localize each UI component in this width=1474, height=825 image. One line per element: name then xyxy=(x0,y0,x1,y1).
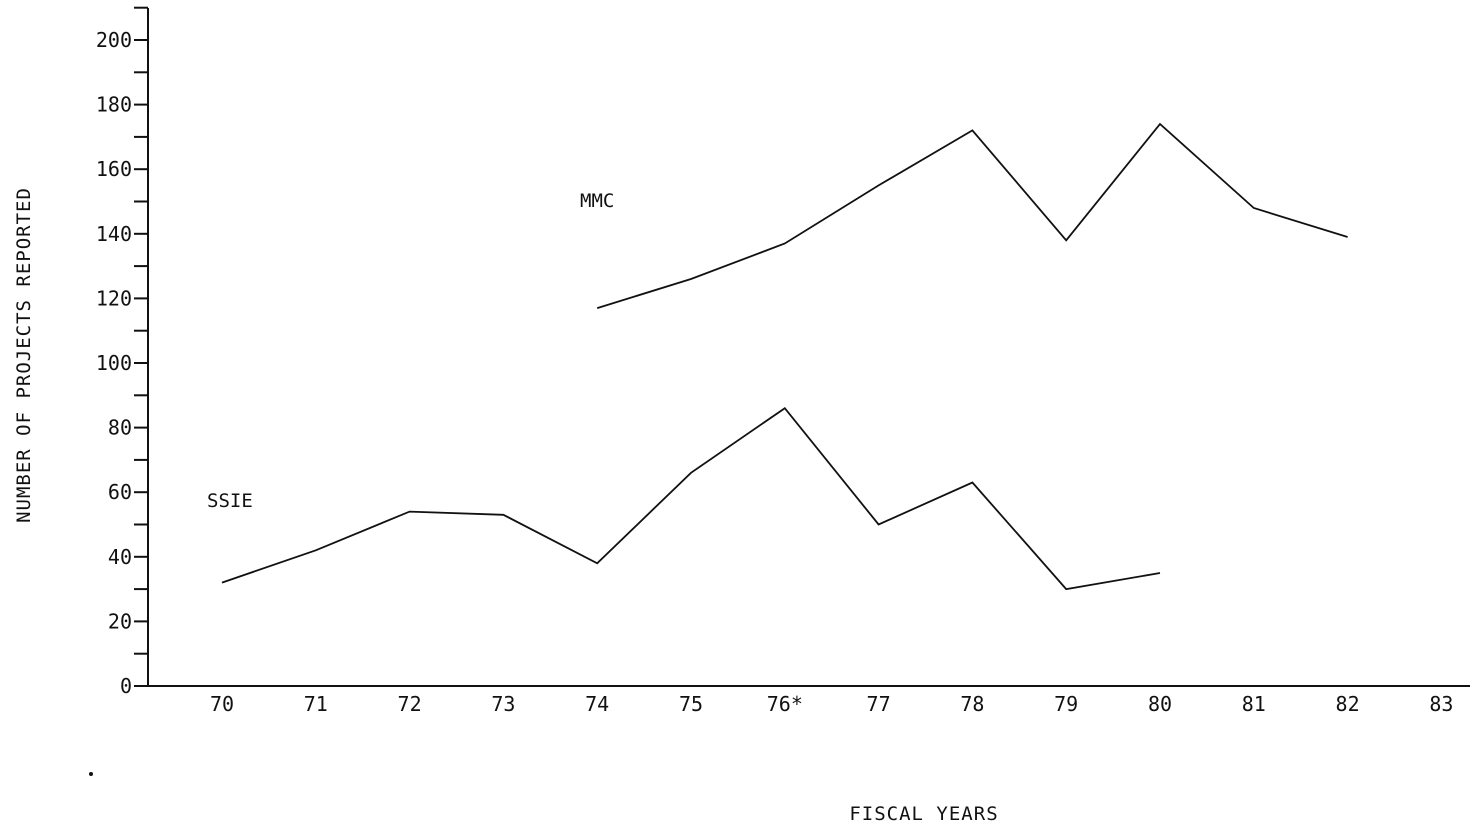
series-label-mmc: MMC xyxy=(580,190,614,212)
y-tick-label: 60 xyxy=(108,480,132,504)
y-tick-label: 80 xyxy=(108,416,132,440)
x-tick-label: 81 xyxy=(1242,692,1266,716)
x-tick-label: 76* xyxy=(767,692,803,716)
y-axis-title: NUMBER OF PROJECTS REPORTED xyxy=(13,187,35,523)
series-line-mmc xyxy=(596,122,1348,309)
x-axis-title: FISCAL YEARS xyxy=(849,803,998,825)
y-tick-label: 180 xyxy=(96,93,132,117)
y-tick-label: 40 xyxy=(108,545,132,569)
y-tick-label: 0 xyxy=(120,674,132,698)
stray-dot-mark xyxy=(89,772,93,776)
x-tick-label: 74 xyxy=(585,692,609,716)
x-tick-label: 73 xyxy=(491,692,515,716)
y-tick-label: 200 xyxy=(96,28,132,52)
y-tick-label: 120 xyxy=(96,286,132,310)
x-tick-label: 82 xyxy=(1336,692,1360,716)
series-line-ssie xyxy=(221,406,1161,591)
x-axis: 70 71 72 73 74 75 76* 77 78 79 80 81 82 83 xyxy=(148,685,1470,716)
x-tick-label: 75 xyxy=(679,692,703,716)
y-tick-label: 100 xyxy=(96,351,132,375)
y-axis: 0 20 40 60 80 100 120 140 160 180 200 xyxy=(96,6,149,698)
y-tick-label: 160 xyxy=(96,157,132,181)
x-tick-label: 83 xyxy=(1429,692,1453,716)
x-tick-label: 77 xyxy=(867,692,891,716)
plot-area: MMC SSIE xyxy=(207,122,1348,591)
x-tick-label: 71 xyxy=(304,692,328,716)
x-tick-label: 72 xyxy=(398,692,422,716)
x-tick-label: 80 xyxy=(1148,692,1172,716)
series-label-ssie: SSIE xyxy=(207,490,253,512)
x-tick-label: 70 xyxy=(210,692,234,716)
y-tick-label: 140 xyxy=(96,222,132,246)
y-tick-label: 20 xyxy=(108,609,132,633)
x-tick-label: 78 xyxy=(960,692,984,716)
x-tick-label: 79 xyxy=(1054,692,1078,716)
